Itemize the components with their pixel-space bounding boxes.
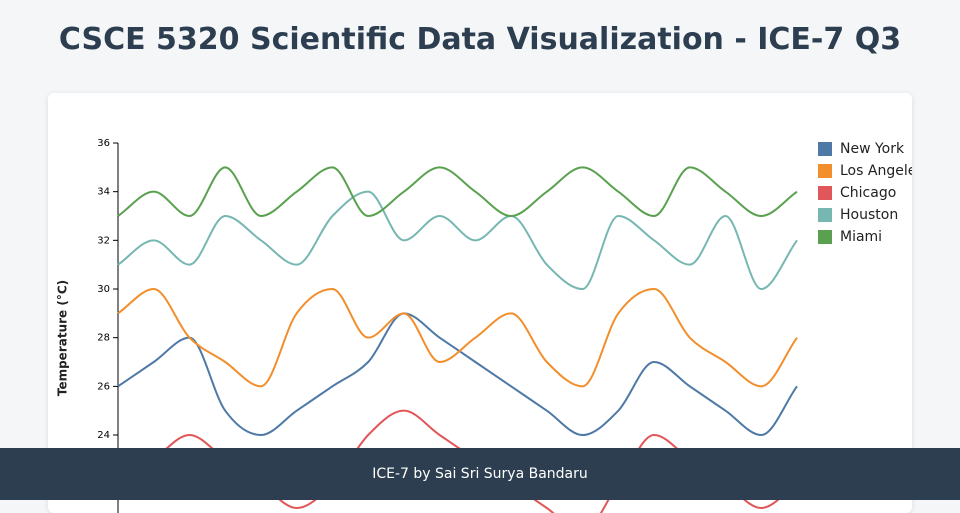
y-tick-label: 34 <box>97 187 110 198</box>
line-series <box>117 312 798 437</box>
legend-label: Houston <box>840 207 898 223</box>
y-tick-label: 32 <box>97 235 110 246</box>
legend-swatch <box>818 230 832 244</box>
page: {"header": {"title": "CSCE 5320 Scientif… <box>0 22 960 513</box>
page-title: CSCE 5320 Scientific Data Visualization … <box>58 22 902 57</box>
legend-swatch <box>818 208 832 222</box>
legend-label: New York <box>840 141 905 157</box>
y-axis-label: Temperature (°C) <box>56 280 70 396</box>
legend-swatch <box>818 164 832 178</box>
line-series <box>117 166 798 218</box>
y-tick-label: 36 <box>97 138 110 149</box>
legend-swatch <box>818 142 832 156</box>
footer: ICE-7 by Sai Sri Surya Bandaru <box>0 448 960 500</box>
legend-label: Chicago <box>840 185 896 201</box>
line-series <box>117 190 798 291</box>
legend-label: Miami <box>840 229 882 245</box>
y-tick-label: 30 <box>97 284 110 295</box>
legend-swatch <box>818 186 832 200</box>
chart-card: Temperature (°C) 24 26 28 30 32 34 36 New York L… <box>48 93 912 513</box>
line-series <box>117 287 798 388</box>
legend-label: Los Angeles <box>840 163 912 179</box>
y-tick-label: 26 <box>97 381 110 392</box>
y-tick-label: 24 <box>97 430 110 441</box>
y-tick-label: 28 <box>97 333 110 344</box>
